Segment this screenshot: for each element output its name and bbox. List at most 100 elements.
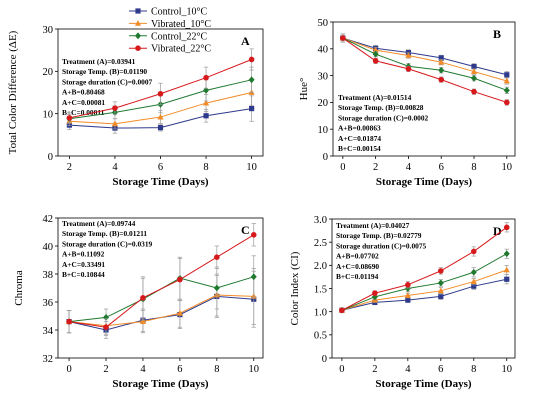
data-point [111, 120, 119, 127]
legend-marker [135, 32, 141, 40]
legend-label: Control_22°C [151, 31, 208, 42]
annotation-text: Storage duration (C)=0.0319 [62, 239, 153, 248]
x-tick-label: 2 [67, 162, 72, 173]
legend-label: Vibrated_22°C [151, 44, 211, 55]
annotation-text: B+C=0.00154 [338, 144, 381, 153]
data-point [66, 318, 72, 325]
series-control-10-c [340, 33, 510, 79]
y-tick-label: 2.5 [314, 238, 327, 249]
x-tick-label: 6 [438, 364, 443, 375]
y-tick-label: 38 [43, 270, 54, 281]
data-point [470, 248, 477, 255]
data-point [438, 66, 445, 74]
y-tick-label: 0 [48, 152, 53, 163]
legend-marker [135, 45, 141, 51]
x-axis-label: Storage Time (Days) [112, 378, 208, 390]
y-axis-label: Hue° [298, 78, 310, 101]
data-point [66, 115, 73, 121]
x-tick-label: 8 [214, 364, 219, 375]
series-line [342, 37, 507, 91]
series-control-22-c [339, 33, 510, 94]
x-tick-label: 4 [406, 162, 412, 173]
y-tick-label: 0 [323, 152, 328, 163]
panel-label: C [241, 223, 250, 237]
chart-panel-d: 0 2 4 6 8 10 0 0.5 1.0 1.5 2.0 2.5 3.0 Storage Time (… [289, 215, 516, 390]
data-point [470, 268, 477, 276]
y-tick-label: 36 [43, 298, 54, 309]
series-line [341, 269, 507, 311]
series-vibrated-22-c [66, 48, 255, 124]
panel-label: B [493, 27, 501, 41]
panel-label: D [493, 224, 502, 238]
y-tick-label: 40 [43, 242, 54, 253]
data-point [203, 86, 210, 94]
data-point [249, 105, 255, 112]
y-tick-label: 20 [318, 98, 329, 109]
annotation-text: Treatment (A)=0.01514 [338, 93, 412, 102]
annotation-text: A+C=0.01874 [338, 134, 381, 143]
series-line [342, 37, 507, 82]
x-tick-label: 6 [177, 364, 182, 375]
legend-label: Vibrated_10°C [151, 19, 211, 30]
x-tick-label: 10 [246, 162, 257, 173]
data-point [177, 276, 183, 283]
data-point [157, 90, 164, 97]
y-tick-label: 50 [318, 18, 329, 29]
y-tick-label: 1.0 [314, 307, 327, 318]
legend-marker [135, 8, 141, 14]
data-point [372, 46, 379, 53]
data-point [203, 74, 209, 81]
y-tick-label: 42 [43, 214, 54, 225]
legend-entry: Control_22°C [129, 31, 208, 42]
annotation-text: B+C=0.00011 [62, 108, 105, 117]
data-point [438, 55, 444, 61]
x-tick-label: 4 [140, 364, 146, 375]
y-tick-label: 20 [43, 67, 54, 78]
data-point [405, 297, 411, 303]
annotation-text: Storage duration (C)=0.0007 [62, 77, 153, 86]
annotation-text: B+C=0.01194 [336, 272, 379, 281]
data-point [372, 58, 379, 64]
data-point [339, 307, 345, 314]
x-axis-label: Storage Time (Days) [376, 176, 472, 188]
data-point [214, 254, 220, 260]
annotation-text: Storage Temp. (B)=0.01211 [62, 229, 147, 238]
data-point [503, 224, 510, 231]
annotation-text: A+B=0.00863 [338, 124, 381, 133]
data-point [372, 50, 379, 58]
data-point [404, 292, 411, 298]
data-point [202, 99, 210, 106]
annotation-text: Storage duration (C)=0.0002 [338, 113, 429, 122]
data-point [372, 290, 378, 296]
x-tick-label: 2 [372, 364, 377, 375]
data-point [405, 66, 412, 72]
data-point [437, 287, 444, 294]
x-tick-label: 6 [439, 162, 444, 173]
y-tick-label: 3.0 [314, 215, 327, 226]
x-tick-label: 10 [249, 364, 260, 375]
series-vibrated-22-c [66, 223, 257, 336]
annotation-text: Treatment (A)=0.04027 [336, 221, 410, 230]
y-axis-label: Total Color Difference (ΔE) [7, 30, 19, 154]
x-tick-label: 10 [502, 364, 513, 375]
annotation-text: A+C=0.08690 [336, 262, 379, 271]
y-tick-label: 34 [43, 326, 54, 337]
x-tick-label: 8 [471, 364, 476, 375]
x-tick-label: 6 [158, 162, 163, 173]
legend-marker [134, 20, 142, 26]
annotation-text: Storage Temp. (B)=0.00828 [338, 103, 424, 112]
x-tick-label: 0 [66, 364, 71, 375]
x-axis-label: Storage Time (Days) [375, 378, 471, 390]
data-point [503, 266, 510, 273]
data-point [404, 285, 411, 292]
y-axis-label: Chroma [13, 270, 25, 306]
x-tick-label: 4 [112, 162, 118, 173]
chart-panel-c: 0 2 4 6 8 10 32 34 36 38 40 42 Storage Time (Days) Ch… [13, 214, 264, 390]
chart-panel-a: 2 4 6 8 10 0 10 20 30 Storage Time (Days) Total Co… [7, 25, 264, 188]
plot-frame [332, 21, 516, 157]
chart-panel-b: 0 2 4 6 8 10 0 10 20 30 40 50 Storage Time (Days) Hue… [298, 18, 516, 188]
data-point [437, 279, 444, 287]
y-tick-label: 30 [318, 71, 329, 82]
